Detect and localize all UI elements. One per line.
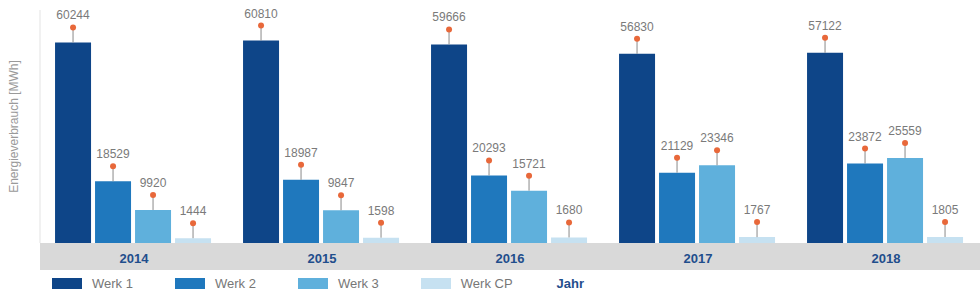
html-text:Werk 3: Werk 3 bbox=[337, 275, 379, 291]
svg-text:20293: 20293 bbox=[472, 141, 506, 155]
svg-text:9920: 9920 bbox=[140, 176, 167, 190]
html-text:Werk 2: Werk 2 bbox=[214, 275, 256, 291]
svg-text:23346: 23346 bbox=[700, 131, 734, 145]
svg-text:21129: 21129 bbox=[661, 139, 694, 153]
svg-text:56830: 56830 bbox=[620, 20, 654, 34]
svg-text:59666: 59666 bbox=[432, 10, 466, 24]
svg-text:23872: 23872 bbox=[848, 130, 882, 144]
svg-text:1680: 1680 bbox=[556, 203, 583, 217]
svg-text:1767: 1767 bbox=[744, 203, 771, 217]
svg-text:18987: 18987 bbox=[284, 146, 318, 160]
svg-text:Energieverbrauch [MWh]: Energieverbrauch [MWh] bbox=[7, 60, 21, 193]
svg-text:2015: 2015 bbox=[308, 251, 337, 266]
html-text:Werk CP: Werk CP bbox=[460, 275, 513, 291]
svg-text:15721: 15721 bbox=[512, 157, 546, 171]
svg-text:2018: 2018 bbox=[872, 251, 901, 266]
svg-text:18529: 18529 bbox=[96, 147, 130, 161]
svg-text:1444: 1444 bbox=[180, 204, 207, 218]
svg-text:57122: 57122 bbox=[808, 19, 842, 33]
html-text:Werk 1: Werk 1 bbox=[92, 275, 133, 291]
svg-text:2016: 2016 bbox=[496, 251, 525, 266]
svg-text:25559: 25559 bbox=[888, 124, 922, 138]
svg-text:2014: 2014 bbox=[120, 251, 150, 266]
svg-text:1598: 1598 bbox=[368, 204, 395, 218]
html-text:Jahr: Jahr bbox=[556, 275, 584, 291]
svg-text:9847: 9847 bbox=[328, 176, 355, 190]
svg-text:2017: 2017 bbox=[684, 251, 713, 266]
svg-text:60810: 60810 bbox=[244, 7, 278, 21]
svg-text:60244: 60244 bbox=[56, 8, 90, 22]
svg-text:1805: 1805 bbox=[932, 203, 959, 217]
